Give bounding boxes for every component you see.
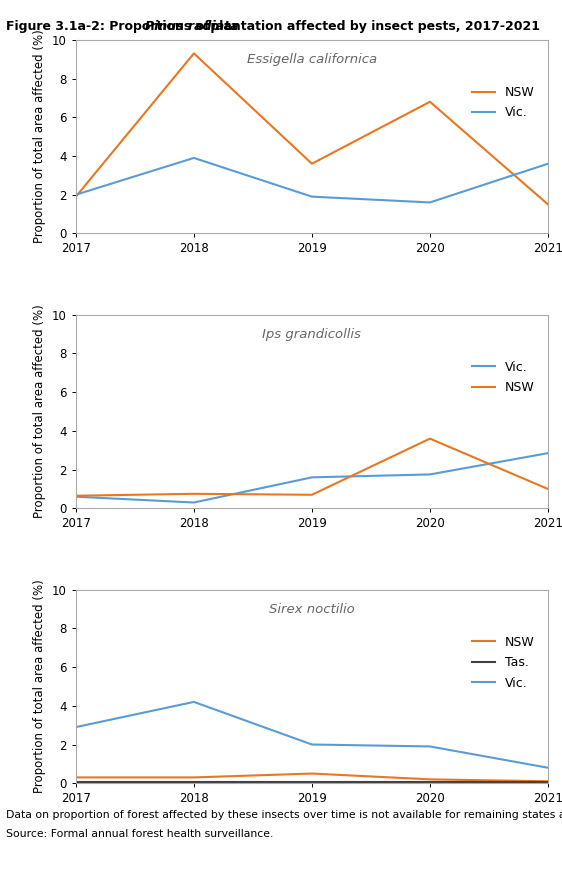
Y-axis label: Proportion of total area affected (%): Proportion of total area affected (%) xyxy=(33,304,47,519)
Y-axis label: Proportion of total area affected (%): Proportion of total area affected (%) xyxy=(33,580,47,793)
Legend: NSW, Vic.: NSW, Vic. xyxy=(467,81,540,125)
Text: Figure 3.1a-2: Proportions of: Figure 3.1a-2: Proportions of xyxy=(6,20,214,34)
Text: Data on proportion of forest affected by these insects over time is not availabl: Data on proportion of forest affected by… xyxy=(6,810,562,820)
Text: Sirex noctilio: Sirex noctilio xyxy=(269,604,355,616)
Legend: Vic., NSW: Vic., NSW xyxy=(467,356,540,399)
Text: Figure 3.1a-2: Proportions of: Figure 3.1a-2: Proportions of xyxy=(0,884,1,885)
Legend: NSW, Tas., Vic.: NSW, Tas., Vic. xyxy=(467,631,540,695)
Text: Essigella californica: Essigella californica xyxy=(247,53,377,66)
Text: Source: Formal annual forest health surveillance.: Source: Formal annual forest health surv… xyxy=(6,829,273,839)
Text: Pinus radiata: Pinus radiata xyxy=(145,20,239,34)
Text: Ips grandicollis: Ips grandicollis xyxy=(262,328,361,342)
Y-axis label: Proportion of total area affected (%): Proportion of total area affected (%) xyxy=(33,30,47,243)
Text: plantation affected by insect pests, 2017-2021: plantation affected by insect pests, 201… xyxy=(206,20,540,34)
